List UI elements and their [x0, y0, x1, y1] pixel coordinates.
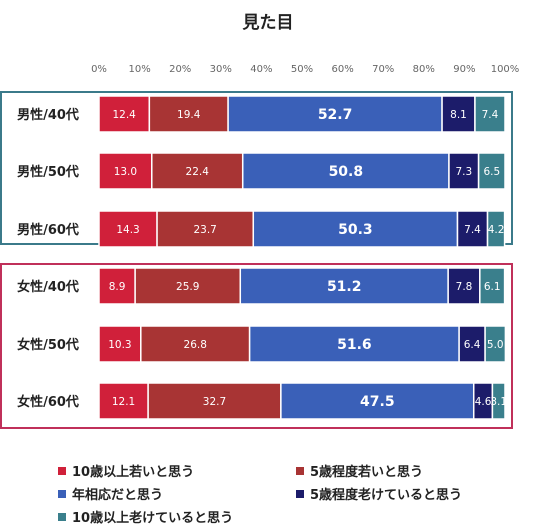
- bar-segment: [98, 325, 142, 363]
- data-label: 51.2: [327, 279, 362, 295]
- x-tick-label: 100%: [491, 64, 520, 75]
- data-label: 7.3: [455, 166, 472, 178]
- data-label: 13.0: [114, 166, 137, 178]
- legend: 10歳以上若いと思う 5歳程度若いと思う年相応だと思う 5歳程度老けていると思う 10…: [58, 460, 528, 527]
- bar-segment: [98, 210, 158, 248]
- data-label: 50.8: [329, 164, 364, 180]
- bar-segment: [448, 152, 480, 190]
- x-tick-label: 20%: [169, 64, 191, 75]
- x-tick-label: 10%: [128, 64, 150, 75]
- data-label: 6.4: [464, 339, 481, 351]
- bar-segment: [98, 267, 136, 305]
- legend-item: 10歳以上老けていると思う: [58, 506, 296, 527]
- data-label: 12.4: [112, 109, 136, 121]
- bar-segment: [280, 382, 475, 420]
- category-label: 女性/50代: [17, 337, 79, 353]
- x-tick-label: 30%: [210, 64, 232, 75]
- legend-swatch: [296, 489, 304, 498]
- legend-swatch: [58, 489, 66, 498]
- legend-label: 年相応だと思う: [72, 488, 164, 503]
- data-label: 50.3: [338, 222, 373, 238]
- x-tick-label: 80%: [413, 64, 435, 75]
- bar-segment: [491, 382, 506, 420]
- legend-item: 5歳程度老けていると思う: [296, 483, 528, 504]
- bar-segment: [239, 267, 449, 305]
- legend-label: 10歳以上老けていると思う: [72, 511, 234, 526]
- bar-segment: [241, 152, 450, 190]
- data-label: 47.5: [360, 394, 395, 410]
- data-label: 52.7: [318, 107, 353, 123]
- bar-segment: [98, 152, 153, 190]
- legend-label: 10歳以上若いと思う: [72, 465, 195, 480]
- bar-segment: [151, 152, 244, 190]
- bar-segment: [140, 325, 251, 363]
- x-tick-label: 40%: [250, 64, 272, 75]
- data-label: 7.4: [482, 109, 499, 121]
- legend-swatch: [58, 466, 66, 475]
- data-label: 6.1: [484, 281, 501, 293]
- data-label: 5.0: [487, 339, 504, 351]
- data-label: 7.8: [456, 281, 473, 293]
- data-label: 4.6: [475, 396, 492, 408]
- legend-swatch: [296, 466, 304, 475]
- data-label: 51.6: [337, 337, 372, 353]
- bar-segment: [134, 267, 242, 305]
- legend-label: 5歳程度老けていると思う: [310, 488, 463, 503]
- data-label: 12.1: [112, 396, 135, 408]
- x-tick-label: 0%: [91, 64, 107, 75]
- legend-item: 5歳程度若いと思う: [296, 460, 528, 481]
- bar-segment: [148, 95, 229, 133]
- bar-segment: [248, 325, 460, 363]
- x-tick-label: 70%: [372, 64, 394, 75]
- legend-label: 5歳程度若いと思う: [310, 465, 424, 480]
- bar-segment: [447, 267, 481, 305]
- data-label: 26.8: [184, 339, 207, 351]
- data-label: 10.3: [108, 339, 131, 351]
- x-tick-label: 60%: [331, 64, 353, 75]
- data-label: 6.5: [483, 166, 500, 178]
- bar-segment: [484, 325, 507, 363]
- data-label: 7.4: [464, 224, 481, 236]
- category-label: 男性/40代: [17, 107, 79, 123]
- bar-segment: [98, 95, 151, 133]
- data-label: 25.9: [176, 281, 199, 293]
- data-label: 14.3: [116, 224, 139, 236]
- bar-segment: [477, 152, 506, 190]
- bar-segment: [441, 95, 476, 133]
- bar-segment: [479, 267, 506, 305]
- data-label: 8.9: [109, 281, 126, 293]
- data-label: 3.1: [490, 396, 507, 408]
- x-tick-label: 50%: [291, 64, 313, 75]
- bar-segment: [252, 210, 459, 248]
- chart-title: 見た目: [242, 13, 294, 33]
- category-label: 女性/40代: [17, 279, 79, 295]
- data-label: 19.4: [177, 109, 201, 121]
- bar-segment: [156, 210, 255, 248]
- category-label: 女性/60代: [17, 394, 79, 410]
- data-label: 22.4: [186, 166, 210, 178]
- category-label: 男性/50代: [17, 164, 79, 180]
- group-border: [0, 263, 513, 429]
- x-tick-label: 90%: [453, 64, 475, 75]
- data-label: 4.2: [488, 224, 505, 236]
- data-label: 23.7: [193, 224, 216, 236]
- legend-swatch: [58, 512, 66, 521]
- legend-item: 年相応だと思う: [58, 483, 296, 504]
- bar-segment: [474, 95, 506, 133]
- legend-item: 10歳以上若いと思う: [58, 460, 296, 481]
- data-label: 8.1: [450, 109, 467, 121]
- category-label: 男性/60代: [17, 222, 79, 238]
- bar-segment: [486, 210, 506, 248]
- bar-segment: [147, 382, 282, 420]
- data-label: 32.7: [203, 396, 226, 408]
